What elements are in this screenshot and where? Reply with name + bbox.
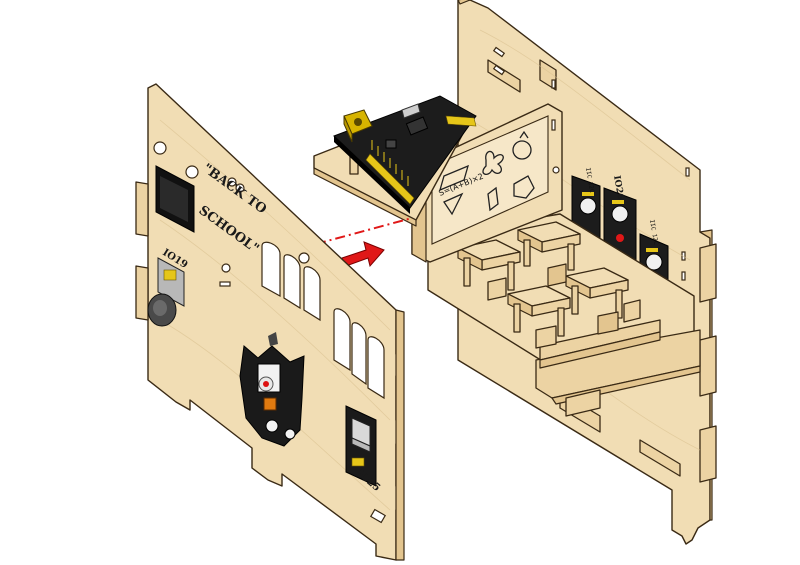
dc-power-jack xyxy=(343,109,373,143)
dash-dot-guide-line xyxy=(315,217,413,245)
cat-face-module xyxy=(239,332,305,447)
assembly-direction-arrow xyxy=(341,241,385,268)
controller-board xyxy=(333,95,477,214)
lcd-module xyxy=(155,165,195,233)
window-cutouts xyxy=(261,241,385,400)
insertion-guide xyxy=(315,217,413,268)
label-i2c-left: IIC 12C xyxy=(584,167,595,193)
mini-desks xyxy=(457,221,641,349)
label-i2c-right: IIC 12C xyxy=(648,219,659,245)
back-assembly: IIC 12C IO26 IIC 12C xyxy=(313,0,717,545)
front-panel: "BACK TO SCHOOL" IO19 xyxy=(135,83,405,561)
label-io26: IO26 xyxy=(611,175,625,201)
